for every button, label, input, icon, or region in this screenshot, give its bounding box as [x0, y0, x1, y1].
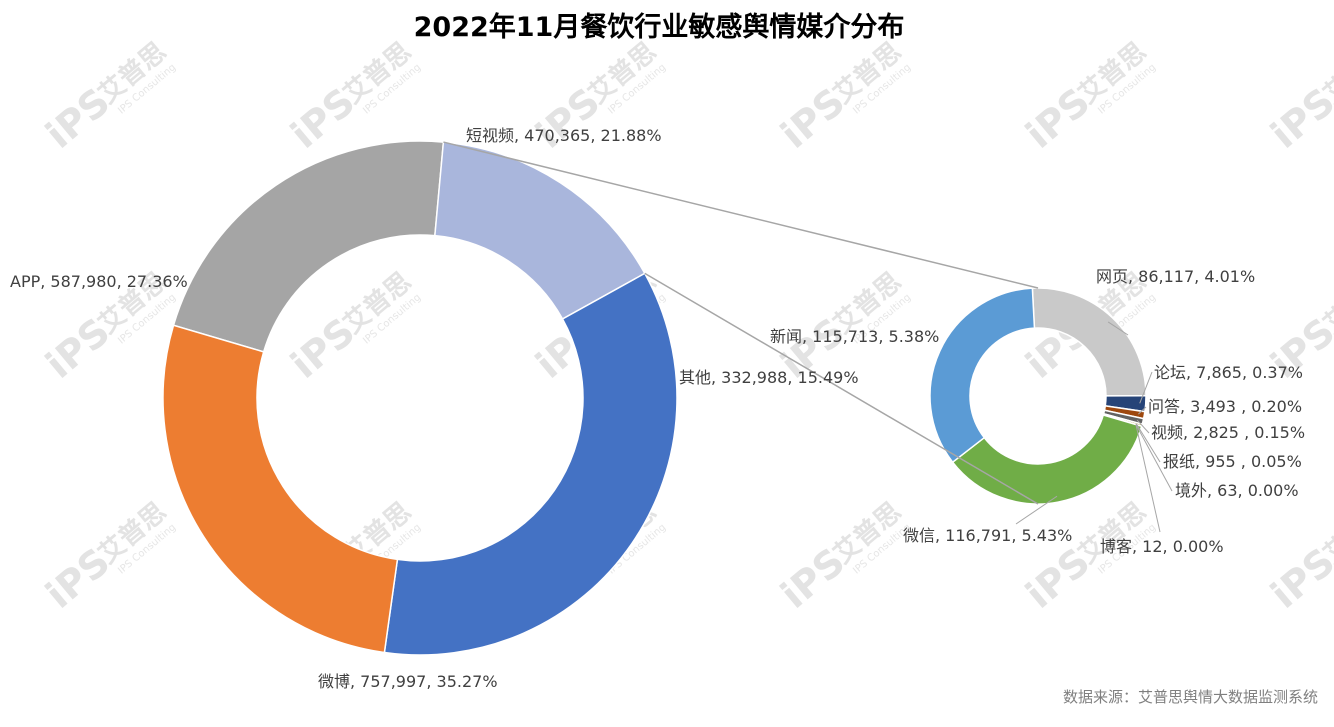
chart-title: 2022年11月餐饮行业敏感舆情媒介分布 — [414, 11, 905, 43]
main-slice-3 — [162, 324, 399, 654]
label-other: 其他, 332,988, 15.49% — [679, 368, 859, 387]
label-qa: 问答, 3,493 , 0.20% — [1148, 397, 1302, 416]
label-webpage: 网页, 86,117, 4.01% — [1096, 267, 1255, 286]
label-weibo: 微博, 757,997, 35.27% — [318, 672, 498, 691]
sec-slice-7 — [951, 414, 1143, 505]
leader-lines — [1015, 321, 1173, 533]
label-newspaper: 报纸, 955 , 0.05% — [1163, 452, 1302, 471]
label-blog: 博客, 12, 0.00% — [1100, 537, 1224, 556]
connector-line-bottom — [644, 272, 1039, 505]
label-video: 视频, 2,825 , 0.15% — [1151, 423, 1305, 442]
leader-line-7 — [1015, 495, 1058, 525]
source-note: 数据来源：艾普思舆情大数据监测系统 — [1063, 688, 1318, 706]
label-forum: 论坛, 7,865, 0.37% — [1154, 363, 1303, 382]
label-app: APP, 587,980, 27.36% — [10, 272, 188, 291]
main-slice-2 — [383, 272, 678, 656]
leader-line-5 — [1135, 424, 1173, 492]
label-news: 新闻, 115,713, 5.38% — [770, 327, 939, 346]
main-doughnut — [162, 140, 678, 656]
leader-line-2 — [1138, 406, 1147, 415]
label-wechat: 微信, 116,791, 5.43% — [903, 526, 1072, 545]
leader-line-6 — [1135, 424, 1161, 533]
leader-line-0 — [1107, 321, 1129, 336]
connector-line-top — [443, 141, 1039, 289]
secondary-doughnut — [929, 287, 1147, 505]
label-short-video: 短视频, 470,365, 21.88% — [466, 126, 662, 145]
label-overseas: 境外, 63, 0.00% — [1175, 481, 1299, 500]
sec-slice-8 — [929, 287, 1036, 464]
leader-line-4 — [1135, 423, 1161, 463]
leader-line-1 — [1139, 371, 1153, 404]
leader-line-3 — [1136, 419, 1150, 434]
main-slice-0 — [172, 140, 445, 353]
